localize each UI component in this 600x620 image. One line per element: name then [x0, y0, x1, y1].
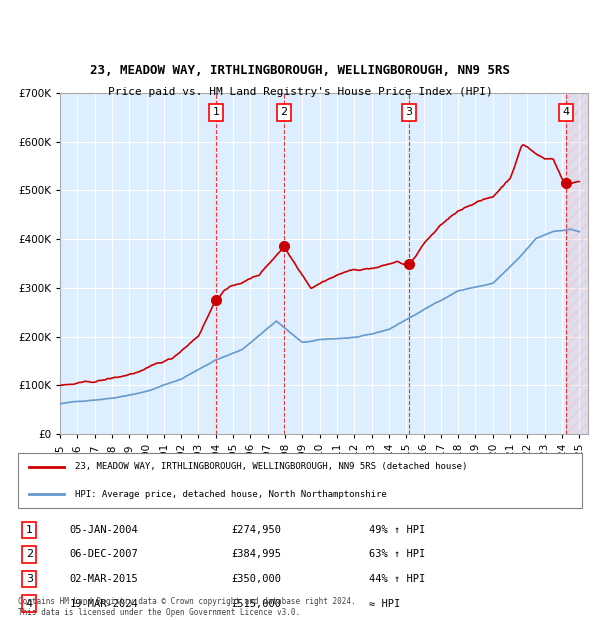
Text: 06-DEC-2007: 06-DEC-2007: [70, 549, 139, 559]
Text: 19-MAR-2024: 19-MAR-2024: [70, 598, 139, 609]
Text: ≈ HPI: ≈ HPI: [369, 598, 400, 609]
Text: 23, MEADOW WAY, IRTHLINGBOROUGH, WELLINGBOROUGH, NN9 5RS (detached house): 23, MEADOW WAY, IRTHLINGBOROUGH, WELLING…: [76, 463, 468, 471]
Text: 4: 4: [26, 598, 33, 609]
Text: 1: 1: [212, 107, 220, 117]
Text: 3: 3: [26, 574, 33, 584]
Text: £384,995: £384,995: [231, 549, 281, 559]
Text: HPI: Average price, detached house, North Northamptonshire: HPI: Average price, detached house, Nort…: [76, 490, 387, 498]
Text: £350,000: £350,000: [231, 574, 281, 584]
Text: 2: 2: [26, 549, 33, 559]
Text: Contains HM Land Registry data © Crown copyright and database right 2024.
This d: Contains HM Land Registry data © Crown c…: [18, 598, 356, 617]
Text: 23, MEADOW WAY, IRTHLINGBOROUGH, WELLINGBOROUGH, NN9 5RS: 23, MEADOW WAY, IRTHLINGBOROUGH, WELLING…: [90, 64, 510, 78]
Text: 4: 4: [562, 107, 569, 117]
Text: 44% ↑ HPI: 44% ↑ HPI: [369, 574, 425, 584]
Text: 49% ↑ HPI: 49% ↑ HPI: [369, 525, 425, 535]
Text: 63% ↑ HPI: 63% ↑ HPI: [369, 549, 425, 559]
Bar: [566, 93, 588, 434]
Text: 3: 3: [406, 107, 413, 117]
Text: 02-MAR-2015: 02-MAR-2015: [70, 574, 139, 584]
Text: 05-JAN-2004: 05-JAN-2004: [70, 525, 139, 535]
Text: £274,950: £274,950: [231, 525, 281, 535]
FancyBboxPatch shape: [18, 453, 582, 508]
Text: Price paid vs. HM Land Registry's House Price Index (HPI): Price paid vs. HM Land Registry's House …: [107, 87, 493, 97]
Text: 2: 2: [280, 107, 287, 117]
Text: £515,000: £515,000: [231, 598, 281, 609]
Text: 1: 1: [26, 525, 33, 535]
